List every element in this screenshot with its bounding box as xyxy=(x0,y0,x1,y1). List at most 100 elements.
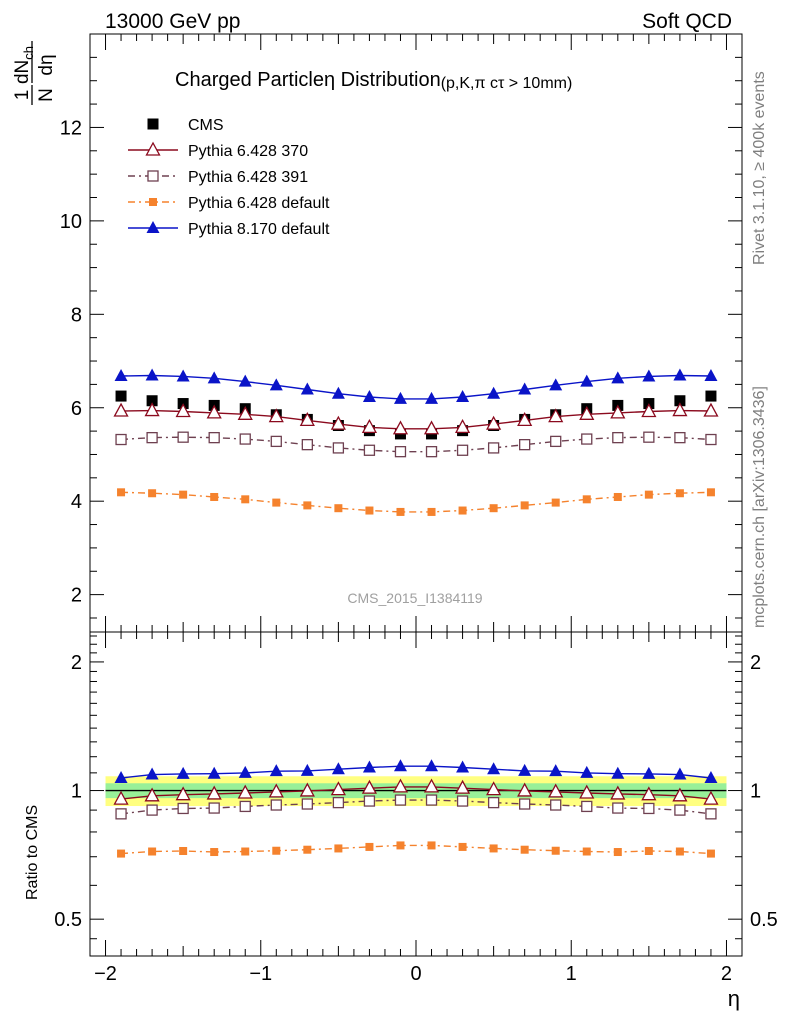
main-point xyxy=(361,419,378,434)
main-series-line-3 xyxy=(120,491,712,513)
main-point xyxy=(454,419,471,434)
ylabel-n: N xyxy=(36,88,57,102)
main-x-ticks xyxy=(105,34,727,632)
main-point xyxy=(706,488,715,497)
watermark: CMS_2015_I1384119 xyxy=(347,590,482,606)
main-y-ticks: 2 4 6 8 10 12 xyxy=(60,56,742,619)
main-point xyxy=(179,490,188,499)
main-point xyxy=(643,431,655,443)
main-point xyxy=(705,433,717,446)
main-point xyxy=(611,371,625,384)
main-point xyxy=(176,369,190,382)
main-point xyxy=(579,405,595,420)
ratio-point xyxy=(362,760,376,773)
main-point xyxy=(241,495,250,504)
main-point xyxy=(268,408,284,423)
ratio-y-label: Ratio to CMS xyxy=(24,805,41,900)
ratio-series-layer xyxy=(113,759,719,858)
main-point xyxy=(117,488,126,497)
main-y-label: 1 N dNch dη xyxy=(12,41,57,105)
legend-marker xyxy=(149,198,157,206)
ratio-plot-panel: 0.5 0.5 1 1 2 2 −2 −1 0 1 2 Ratio to CMS η xyxy=(24,631,778,1011)
ratio-point xyxy=(613,848,622,857)
main-point xyxy=(114,368,128,381)
main-point xyxy=(208,431,220,444)
main-point xyxy=(610,404,626,419)
ratio-point xyxy=(361,779,378,794)
ratio-point xyxy=(518,763,532,776)
main-point xyxy=(580,374,594,387)
ratio-point xyxy=(580,765,594,778)
main-plot-panel: 2 4 6 8 10 12 CMS_2015_I1384119 Charged Parti… xyxy=(12,33,743,633)
x-tick-label: 0 xyxy=(410,963,421,985)
ratio-point xyxy=(705,808,717,820)
ratio-point xyxy=(332,796,345,809)
ratio-series-0 xyxy=(113,778,719,805)
main-point xyxy=(334,504,343,513)
ratio-series-line-3 xyxy=(120,765,712,779)
main-point xyxy=(612,431,624,444)
ratio-point xyxy=(394,794,407,806)
ratio-point xyxy=(393,759,407,772)
main-point xyxy=(392,420,409,435)
ratio-point xyxy=(365,842,374,851)
main-point xyxy=(644,490,653,499)
ratio-point xyxy=(610,785,626,800)
ratio-uncertainty-bands xyxy=(105,776,727,807)
main-point xyxy=(331,386,345,399)
ratio-y-tick-label-right: 2 xyxy=(750,652,761,674)
main-point xyxy=(489,504,498,513)
legend-entry: Pythia 6.428 391 xyxy=(128,169,308,186)
x-tick-label: 1 xyxy=(566,963,577,985)
ratio-point xyxy=(489,844,498,853)
main-series-2 xyxy=(115,431,717,458)
legend-entry: CMS xyxy=(147,117,224,134)
main-series-line-2 xyxy=(120,436,712,453)
main-point xyxy=(423,420,440,435)
ratio-point xyxy=(270,799,282,811)
rivet-label: Rivet 3.1.10, ≥ 400k events xyxy=(751,71,768,265)
main-point xyxy=(115,433,127,446)
main-point xyxy=(144,402,160,417)
ratio-point xyxy=(674,804,686,816)
main-series-line-1 xyxy=(120,409,712,430)
ratio-series-line-2 xyxy=(120,844,712,855)
ratio-point xyxy=(331,762,345,775)
main-point xyxy=(272,498,281,507)
ratio-point xyxy=(237,784,253,799)
legend-label: CMS xyxy=(188,117,224,134)
ratio-point xyxy=(456,760,470,773)
main-point xyxy=(551,498,560,507)
ratio-point xyxy=(641,786,657,801)
main-point xyxy=(301,439,313,451)
main-point xyxy=(427,507,436,516)
legend-entry: Pythia 6.428 370 xyxy=(128,141,308,160)
main-point xyxy=(674,431,686,444)
ratio-series-line-1 xyxy=(120,799,712,815)
main-point xyxy=(115,390,127,402)
ratio-y-tick-label-right: 1 xyxy=(750,781,761,803)
main-point xyxy=(299,411,315,427)
ratio-point xyxy=(334,844,343,853)
main-point xyxy=(703,402,719,417)
ratio-series-3 xyxy=(114,759,718,783)
main-point xyxy=(394,446,407,458)
ratio-point xyxy=(642,766,656,779)
ratio-point xyxy=(208,802,220,814)
ratio-point xyxy=(517,782,533,797)
ratio-point xyxy=(268,783,284,798)
ratio-point xyxy=(551,846,560,855)
ratio-point xyxy=(300,763,314,776)
ratio-point xyxy=(520,845,529,854)
main-point xyxy=(175,403,191,418)
ratio-point xyxy=(146,804,158,816)
ratio-series-2 xyxy=(117,841,715,858)
main-point xyxy=(613,492,622,501)
ratio-point xyxy=(425,759,439,772)
main-y-tick-label: 2 xyxy=(71,585,82,607)
main-point xyxy=(549,378,563,391)
ratio-point xyxy=(644,846,653,855)
ratio-point xyxy=(363,795,376,807)
ratio-x-ticks: −2 −1 0 1 2 xyxy=(94,632,732,985)
